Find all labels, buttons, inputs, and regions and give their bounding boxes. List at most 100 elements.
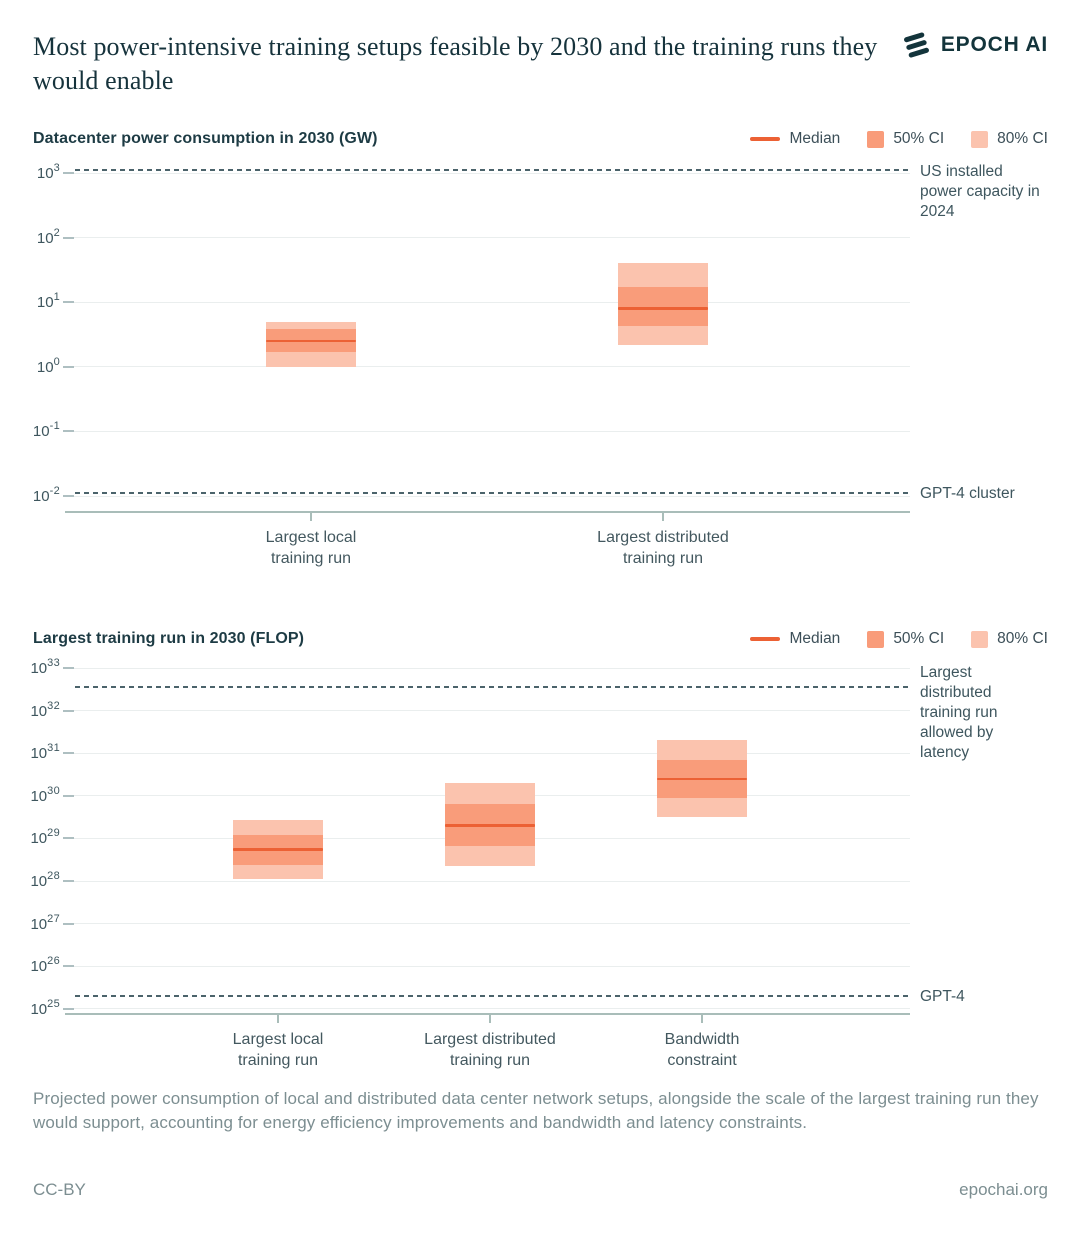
ci50-label: 50% CI xyxy=(893,630,945,647)
epoch-ai-logo-text: EPOCH AI xyxy=(940,33,1048,56)
y-tick-label: 1027 xyxy=(30,912,60,933)
y-tick-mark xyxy=(63,709,74,712)
y-tick-label: 1031 xyxy=(30,742,60,763)
gridline xyxy=(65,366,910,368)
license-label: CC-BY xyxy=(33,1180,86,1199)
reference-line xyxy=(75,686,908,689)
median-swatch xyxy=(750,637,781,641)
ci80-label: 80% CI xyxy=(997,130,1048,147)
ci80-swatch xyxy=(971,130,989,148)
x-category-tick xyxy=(277,1014,279,1023)
median-line xyxy=(233,848,323,851)
figure-caption: Projected power consumption of local and… xyxy=(33,1089,1039,1132)
y-tick-mark xyxy=(63,837,74,840)
chart2-title: Largest training run in 2030 (FLOP) xyxy=(33,630,305,647)
x-category-label: Largest distributed training run xyxy=(597,529,729,567)
y-tick-label: 101 xyxy=(36,291,60,312)
y-tick-label: 1029 xyxy=(30,827,60,848)
y-tick-label: 10-2 xyxy=(32,485,60,505)
gridline xyxy=(65,965,910,967)
chart2-header: Largest training run in 2030 (FLOP) Medi… xyxy=(33,629,1048,649)
gridline xyxy=(65,880,910,882)
reference-line xyxy=(75,492,908,495)
gridline xyxy=(65,301,910,303)
gridline xyxy=(65,923,910,925)
reference-label: GPT-4 xyxy=(920,987,965,1005)
median-swatch xyxy=(750,137,781,141)
chart1-title: Datacenter power consumption in 2030 (GW… xyxy=(33,130,378,147)
page-title: Most power-intensive training setups fea… xyxy=(33,32,878,95)
site-link[interactable]: epochai.org xyxy=(959,1180,1048,1199)
y-tick-mark xyxy=(63,495,74,497)
y-tick-label: 103 xyxy=(36,162,60,182)
y-tick-mark xyxy=(63,922,74,925)
median-label: Median xyxy=(789,630,841,647)
y-tick-label: 100 xyxy=(36,355,60,376)
gridline xyxy=(65,752,910,754)
x-axis-line xyxy=(65,1013,910,1015)
gridline xyxy=(65,172,910,174)
gridline xyxy=(65,1008,910,1010)
ci80-swatch xyxy=(971,630,989,648)
median-line xyxy=(657,777,747,781)
chart1-plot-area: 103 102 101 100 10-1 10-2 US installed power ca… xyxy=(32,162,1040,567)
legend-item-ci80: 80% CI xyxy=(971,630,1048,648)
x-category-tick xyxy=(662,512,664,521)
reference-label: US installed power capacity in 2024 xyxy=(920,163,1040,221)
y-tick-mark xyxy=(63,667,74,669)
y-tick-label: 10-1 xyxy=(32,420,60,441)
reference-label: Largest distributed training run allowed by… xyxy=(920,664,998,762)
median-line xyxy=(266,339,356,343)
y-tick-mark xyxy=(63,236,74,239)
gridline xyxy=(65,710,910,712)
chart2-plot-area: 1033 1032 1031 1030 1029 1028 1027 1026 1025 Larg… xyxy=(0,620,1080,1080)
median-line xyxy=(445,824,535,827)
x-category-label: Bandwidth constraint xyxy=(664,1031,740,1069)
gridline xyxy=(65,430,910,432)
legend-item-ci50: 50% CI xyxy=(867,130,944,148)
epoch-ai-logo-icon xyxy=(901,30,932,60)
ci50-label: 50% CI xyxy=(893,130,945,147)
ci80-label: 80% CI xyxy=(997,630,1048,647)
x-category-tick xyxy=(310,512,312,521)
reference-label: GPT-4 cluster xyxy=(920,485,1015,503)
y-tick-mark xyxy=(63,794,74,797)
x-category-label: Largest local training run xyxy=(265,529,357,567)
legend-item-ci50: 50% CI xyxy=(867,630,944,648)
legend-item-median: Median xyxy=(750,130,840,148)
y-tick-mark xyxy=(63,965,74,968)
legend-item-median: Median xyxy=(750,630,840,648)
y-tick-label: 1033 xyxy=(30,657,60,677)
chart2-legend: Median 50% CI 80% CI xyxy=(750,630,1048,648)
x-category-label: Largest distributed training run xyxy=(424,1031,556,1069)
y-tick-mark xyxy=(63,301,74,304)
x-category-tick xyxy=(489,1014,491,1023)
median-line xyxy=(618,307,708,310)
y-tick-label: 1030 xyxy=(30,784,60,805)
y-tick-label: 1026 xyxy=(30,955,60,976)
legend-item-ci80: 80% CI xyxy=(971,130,1048,148)
chart1-legend: Median 50% CI 80% CI xyxy=(750,130,1048,148)
ci50-box xyxy=(618,287,708,326)
y-tick-label: 1032 xyxy=(30,699,60,720)
y-tick-mark xyxy=(63,365,74,368)
y-tick-mark xyxy=(63,880,74,882)
y-tick-mark xyxy=(63,172,74,174)
reference-line xyxy=(75,994,908,997)
x-category-tick xyxy=(701,1014,703,1023)
ci50-swatch xyxy=(867,630,885,648)
epoch-ai-logo: EPOCH AI xyxy=(901,30,1048,60)
chart1-header: Datacenter power consumption in 2030 (GW… xyxy=(33,129,1048,149)
ci50-swatch xyxy=(867,130,885,148)
gridline xyxy=(65,495,910,497)
reference-line xyxy=(75,169,908,172)
gridline xyxy=(65,237,910,239)
y-tick-label: 1028 xyxy=(30,870,60,890)
y-tick-label: 1025 xyxy=(30,997,60,1018)
x-axis-line xyxy=(65,511,910,513)
y-tick-mark xyxy=(63,752,74,755)
y-tick-label: 102 xyxy=(36,226,60,247)
gridline xyxy=(65,667,910,669)
y-tick-mark xyxy=(63,1007,74,1010)
